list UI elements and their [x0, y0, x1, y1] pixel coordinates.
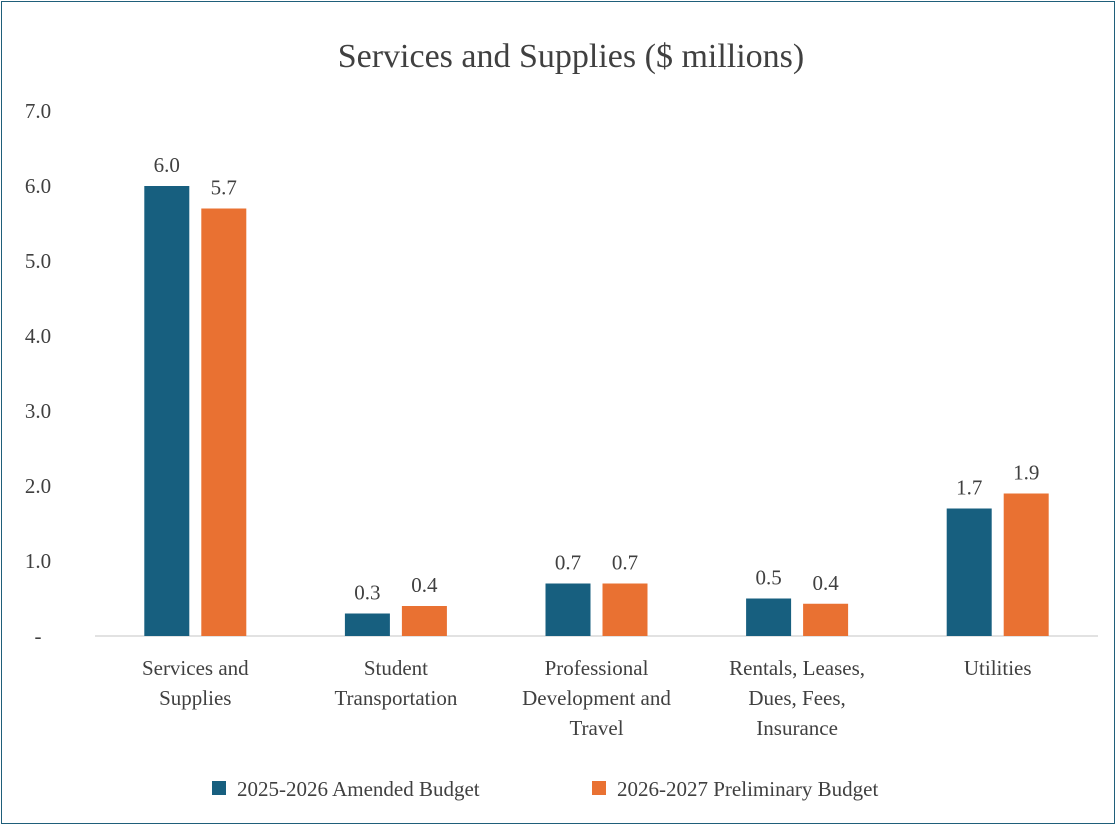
bar-series1-cat4	[746, 598, 792, 636]
x-tick-label: Travel	[569, 716, 623, 740]
bar-series2-cat2	[401, 606, 447, 636]
x-tick-label: Insurance	[756, 716, 838, 740]
y-tick-label: 2.0	[25, 474, 51, 498]
data-label: 0.7	[555, 551, 581, 575]
bar-series2-cat3	[602, 583, 648, 636]
x-tick-label: Student	[364, 656, 428, 680]
data-labels-layer: 6.0 5.7 0.3 0.4 0.7 0.7 0.5 0.4 1.7 1.9	[154, 153, 1040, 605]
x-tick-label: Utilities	[964, 656, 1032, 680]
data-label: 0.4	[812, 571, 839, 595]
data-label: 5.7	[211, 176, 237, 200]
y-tick-label: -	[35, 624, 42, 648]
y-tick-label: 6.0	[25, 174, 51, 198]
data-label: 0.3	[354, 581, 380, 605]
y-tick-label: 4.0	[25, 324, 51, 348]
x-tick-labels-layer: Services and Supplies Student Transportatio…	[142, 656, 1032, 740]
chart-title: Services and Supplies ($ millions)	[338, 38, 805, 75]
data-label: 0.7	[612, 551, 638, 575]
bar-series1-cat1	[144, 186, 190, 636]
x-tick-label: Supplies	[159, 686, 231, 710]
data-label: 1.9	[1013, 461, 1039, 485]
bar-series2-cat4	[803, 603, 849, 636]
bar-series2-cat1	[201, 208, 247, 636]
axis-layer: - 1.0 2.0 3.0 4.0 5.0 6.0 7.0	[25, 99, 1098, 648]
data-label: 0.4	[411, 573, 438, 597]
y-tick-label: 1.0	[25, 549, 51, 573]
y-tick-label: 7.0	[25, 99, 51, 123]
x-tick-label: Transportation	[334, 686, 457, 710]
y-tick-label: 5.0	[25, 249, 51, 273]
legend: 2025-2026 Amended Budget 2026-2027 Prelim…	[212, 777, 878, 801]
x-tick-label: Development and	[522, 686, 671, 710]
bars-layer	[144, 186, 1049, 636]
x-tick-label: Services and	[142, 656, 249, 680]
x-tick-label: Rentals, Leases,	[729, 656, 865, 680]
x-tick-label: Dues, Fees,	[748, 686, 845, 710]
legend-label-series2: 2026-2027 Preliminary Budget	[617, 777, 878, 801]
bar-series1-cat5	[946, 508, 992, 636]
legend-label-series1: 2025-2026 Amended Budget	[237, 777, 480, 801]
y-tick-label: 3.0	[25, 399, 51, 423]
bar-series1-cat3	[545, 583, 591, 636]
bar-series1-cat2	[344, 613, 390, 636]
data-label: 6.0	[154, 153, 180, 177]
legend-swatch-series2	[592, 781, 606, 795]
legend-swatch-series1	[212, 781, 226, 795]
x-tick-label: Professional	[545, 656, 649, 680]
data-label: 1.7	[956, 476, 982, 500]
data-label: 0.5	[755, 566, 781, 590]
bar-series2-cat5	[1003, 493, 1049, 636]
